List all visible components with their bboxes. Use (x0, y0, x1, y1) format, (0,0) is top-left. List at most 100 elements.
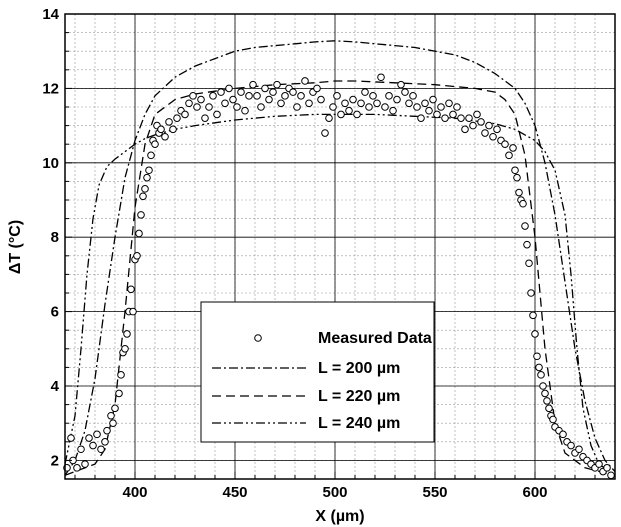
data-point (527, 289, 535, 297)
data-point (281, 92, 289, 100)
data-point (233, 103, 241, 111)
data-point (505, 151, 513, 160)
y-tick-label: 12 (42, 80, 59, 97)
y-tick-label: 4 (51, 378, 60, 395)
x-tick-labels: 400 450 500 550 600 (122, 484, 547, 501)
data-point (515, 188, 523, 197)
data-point (425, 106, 433, 115)
data-point (81, 460, 89, 468)
x-tick-label: 600 (522, 484, 547, 501)
data-point (377, 73, 385, 82)
data-point (477, 118, 485, 126)
data-point (209, 92, 217, 100)
data-point (523, 240, 531, 249)
data-point (139, 192, 147, 201)
data-point (521, 222, 529, 230)
data-point (89, 441, 97, 450)
series-line-3 (64, 113, 616, 476)
data-point (127, 285, 135, 294)
data-point (325, 114, 333, 122)
data-point (481, 129, 489, 137)
y-tick-label: 14 (42, 6, 59, 23)
data-point (457, 114, 465, 122)
data-point (221, 99, 229, 108)
data-point (277, 99, 285, 108)
data-point (117, 371, 125, 379)
data-point (161, 132, 169, 141)
x-tick-label: 450 (222, 484, 247, 501)
y-tick-label: 8 (51, 229, 59, 246)
data-point (333, 92, 341, 100)
data-point (185, 99, 193, 108)
data-point (273, 80, 281, 89)
data-point (257, 103, 265, 111)
data-point (413, 103, 421, 111)
data-point (145, 166, 153, 175)
data-point (397, 80, 405, 89)
data-point (261, 84, 269, 93)
data-point (97, 445, 105, 454)
data-point (409, 92, 417, 100)
data-point (529, 311, 537, 320)
series-line-1 (64, 40, 616, 476)
data-point (421, 99, 429, 108)
data-point (533, 352, 541, 361)
data-point (321, 129, 329, 137)
data-point (289, 88, 297, 96)
series-markers (63, 73, 615, 480)
data-point (137, 211, 145, 219)
data-point (389, 106, 397, 115)
data-point (519, 199, 527, 208)
data-point (265, 95, 273, 104)
data-point (373, 99, 381, 108)
data-point (305, 99, 313, 108)
data-point (595, 460, 603, 468)
data-point (511, 166, 519, 175)
data-point (129, 307, 137, 316)
data-point (197, 95, 205, 104)
data-point (141, 185, 149, 193)
data-point (121, 345, 129, 353)
legend: Measured Data L = 200 µm L = 220 µm L = 240… (200, 301, 435, 443)
data-point (357, 99, 365, 108)
data-point (135, 229, 143, 238)
data-point (329, 103, 337, 111)
data-point (85, 434, 93, 442)
x-tick-label: 400 (122, 484, 147, 501)
data-point (525, 259, 533, 268)
legend-box (200, 301, 435, 443)
data-point (123, 330, 131, 338)
legend-label: L = 200 µm (318, 360, 400, 377)
data-point (349, 95, 357, 104)
data-point (229, 95, 237, 104)
data-point (165, 118, 173, 126)
data-point (441, 114, 449, 122)
y-tick-labels: 2 4 6 8 10 12 14 (42, 6, 59, 469)
data-point (297, 92, 305, 100)
data-point (217, 88, 225, 96)
legend-label: L = 220 µm (318, 388, 400, 405)
data-point (115, 389, 123, 398)
data-point (101, 438, 109, 446)
data-point (341, 99, 349, 108)
data-point (449, 110, 457, 119)
data-point (453, 103, 461, 111)
data-point (269, 88, 277, 96)
data-point (473, 110, 481, 119)
data-point (541, 389, 549, 398)
data-point (385, 92, 393, 100)
data-point (181, 110, 189, 119)
data-point (147, 151, 155, 160)
axis-ticks (65, 13, 616, 480)
data-point (245, 92, 253, 100)
data-point (361, 88, 369, 96)
data-point (73, 464, 81, 472)
data-point (607, 471, 615, 480)
y-tick-label: 2 (51, 452, 59, 469)
data-point (189, 92, 197, 100)
data-point (575, 445, 583, 454)
data-point (143, 173, 151, 182)
y-tick-label: 6 (51, 304, 59, 321)
x-tick-label: 500 (322, 484, 347, 501)
